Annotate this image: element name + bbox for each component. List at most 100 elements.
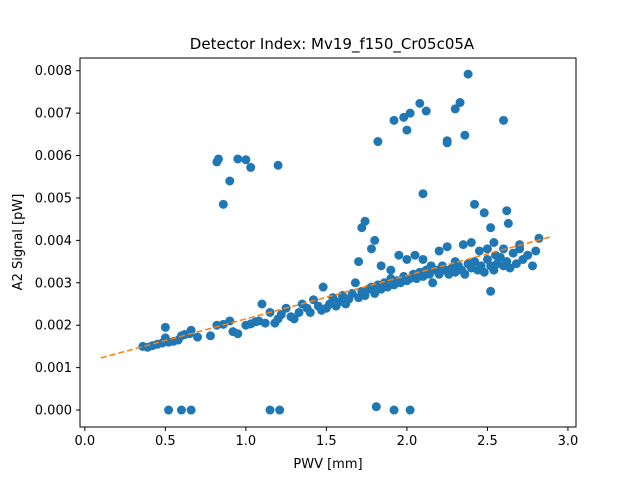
data-point <box>289 314 299 324</box>
axes-frame <box>79 57 577 428</box>
data-point <box>410 250 420 260</box>
x-tick-label: 0.0 <box>74 434 95 449</box>
x-tick-label: 0.5 <box>155 434 176 449</box>
data-point <box>523 250 533 260</box>
data-point <box>354 257 364 267</box>
data-point <box>418 189 428 199</box>
data-point <box>275 405 285 415</box>
data-point <box>225 176 235 186</box>
x-axis-label: PWV [mm] <box>293 457 362 472</box>
data-point <box>257 299 267 309</box>
x-tick-label: 3.0 <box>558 434 579 449</box>
data-point <box>350 278 360 288</box>
data-point <box>511 259 521 269</box>
data-point <box>164 405 174 415</box>
fit-line <box>100 235 553 359</box>
data-point <box>505 263 515 273</box>
x-tick-label: 2.0 <box>397 434 418 449</box>
y-axis-label: A2 Signal [pW] <box>11 194 26 291</box>
data-point <box>442 242 452 252</box>
data-point <box>470 257 480 267</box>
data-point <box>246 162 256 172</box>
data-point <box>402 254 412 264</box>
data-point <box>470 199 480 209</box>
y-tick-label: 0.003 <box>35 276 72 291</box>
y-tick-label: 0.004 <box>35 234 72 249</box>
data-point <box>265 405 275 415</box>
data-point <box>389 115 399 125</box>
data-point <box>213 154 223 164</box>
data-point <box>233 154 243 164</box>
data-point <box>458 240 468 250</box>
data-point <box>442 138 452 148</box>
data-point <box>318 282 328 292</box>
data-point <box>273 160 283 170</box>
data-point <box>394 250 404 260</box>
data-point <box>160 322 170 332</box>
data-point <box>503 218 513 228</box>
data-point <box>218 199 228 209</box>
data-point <box>460 130 470 140</box>
data-point <box>424 269 434 279</box>
data-point <box>294 307 304 317</box>
data-point <box>405 405 415 415</box>
data-point <box>482 244 492 254</box>
data-point <box>466 238 476 247</box>
data-point <box>366 244 376 254</box>
data-point <box>486 223 496 233</box>
y-tick-label: 0.007 <box>35 107 72 122</box>
data-point <box>463 69 473 79</box>
data-point <box>502 206 512 216</box>
x-tick-label: 2.5 <box>477 434 498 449</box>
y-tick-label: 0.002 <box>35 319 72 334</box>
x-tick-label: 1.5 <box>316 434 337 449</box>
data-point <box>371 402 381 412</box>
data-point <box>434 269 444 279</box>
data-point <box>460 269 470 279</box>
data-point <box>455 98 465 108</box>
y-tick-label: 0.001 <box>35 361 72 376</box>
data-point <box>186 405 196 415</box>
data-point <box>370 288 380 298</box>
data-point <box>428 278 438 288</box>
data-point <box>531 246 541 256</box>
data-point <box>205 331 215 341</box>
data-point <box>421 106 431 116</box>
data-point <box>305 307 315 317</box>
data-point <box>499 115 509 125</box>
data-point <box>376 261 386 271</box>
data-point <box>474 246 484 256</box>
y-tick-label: 0.000 <box>35 404 72 419</box>
chart-title: Detector Index: Mv19_f150_Cr05c05A <box>190 35 475 54</box>
data-point <box>418 254 428 264</box>
data-point <box>276 310 286 320</box>
y-tick-label: 0.008 <box>35 64 72 79</box>
data-point <box>489 238 499 247</box>
data-point <box>233 329 243 339</box>
data-point <box>370 235 380 245</box>
data-point <box>399 112 409 122</box>
data-point <box>386 265 396 275</box>
data-point <box>241 155 251 165</box>
plot-area <box>100 69 553 415</box>
data-point <box>373 137 383 147</box>
x-tick-label: 1.0 <box>236 434 257 449</box>
data-point <box>389 405 399 415</box>
data-point <box>450 104 460 114</box>
data-point <box>405 108 415 118</box>
data-point <box>479 208 489 218</box>
data-point <box>434 246 444 256</box>
data-point <box>402 125 412 135</box>
data-point <box>415 98 425 108</box>
data-point <box>357 223 367 233</box>
data-point <box>176 405 186 415</box>
y-tick-label: 0.006 <box>35 149 72 164</box>
y-tick-label: 0.005 <box>35 191 72 206</box>
data-point <box>528 261 538 271</box>
data-point <box>260 318 270 328</box>
data-point <box>486 286 496 296</box>
data-point <box>508 248 518 258</box>
data-point <box>479 267 489 277</box>
